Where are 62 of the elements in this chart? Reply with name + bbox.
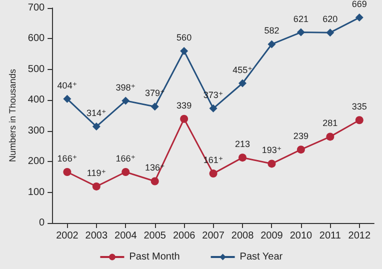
- point: [355, 14, 364, 22]
- data-label: 404⁺: [57, 80, 78, 90]
- point: [209, 170, 218, 178]
- data-label: 281: [322, 118, 338, 128]
- y-tick-label: 600: [28, 33, 46, 44]
- data-label: 560: [176, 32, 192, 42]
- legend-label: Past Year: [240, 252, 284, 262]
- point: [296, 146, 305, 154]
- point: [63, 94, 72, 103]
- point: [268, 160, 276, 168]
- x-tick-label: 2008: [231, 230, 254, 242]
- x-tick-label: 2009: [260, 230, 284, 242]
- data-label: 621: [293, 14, 308, 24]
- data-label: 669: [352, 0, 367, 10]
- data-label: 339: [176, 100, 192, 110]
- data-label: 582: [264, 26, 280, 36]
- x-tick-label: 2002: [56, 230, 79, 242]
- data-label: 166⁺: [57, 154, 78, 164]
- point: [150, 102, 159, 111]
- data-label: 239: [293, 131, 308, 142]
- data-label: 193⁺: [262, 145, 282, 156]
- data-label: 213: [234, 139, 250, 150]
- x-tick-label: 2007: [202, 230, 225, 242]
- data-label: 620: [322, 14, 338, 24]
- point: [296, 28, 305, 36]
- y-axis-title: Numbers in Thousands: [8, 68, 18, 162]
- y-tick-label: 400: [28, 94, 46, 106]
- y-tick-label: 100: [28, 186, 46, 198]
- x-tick-label: 2006: [172, 230, 196, 242]
- legend-label: Past Month: [129, 252, 180, 262]
- point: [150, 177, 159, 186]
- point: [326, 28, 334, 37]
- point: [92, 182, 100, 190]
- x-tick-label: 2012: [348, 230, 371, 242]
- point: [63, 168, 72, 176]
- y-tick-label: 700: [28, 2, 46, 14]
- point: [122, 168, 130, 176]
- data-label: 398⁺: [116, 82, 136, 92]
- point: [238, 79, 247, 88]
- data-label: 119⁺: [86, 168, 106, 178]
- point: [238, 154, 247, 162]
- point: [122, 96, 130, 105]
- x-tick-label: 2010: [290, 230, 313, 242]
- y-tick-label: 0: [39, 218, 46, 228]
- y-tick-label: 200: [28, 156, 46, 168]
- x-tick-label: 2003: [85, 230, 108, 242]
- y-tick-label: 500: [28, 64, 46, 75]
- point: [180, 47, 188, 55]
- point: [180, 114, 188, 123]
- x-tick-label: 2004: [114, 230, 138, 242]
- point: [326, 132, 334, 141]
- point: [355, 116, 364, 124]
- x-tick-label: 2005: [144, 230, 166, 242]
- x-tick-label: 2011: [319, 230, 342, 242]
- data-label: 166⁺: [116, 154, 136, 164]
- data-label: 335: [352, 102, 367, 112]
- point: [268, 40, 276, 48]
- y-tick-label: 300: [28, 125, 46, 136]
- point: [209, 104, 218, 112]
- data-label: 455⁺: [232, 64, 253, 75]
- data-label: 314⁺: [86, 108, 107, 118]
- point: [92, 122, 100, 131]
